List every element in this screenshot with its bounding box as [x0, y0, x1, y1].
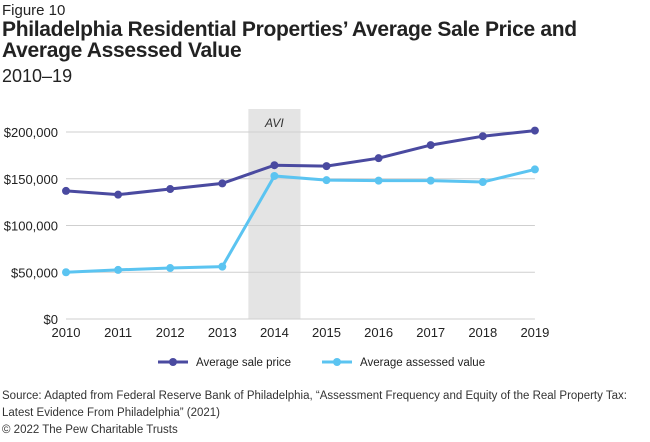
data-point — [530, 165, 539, 174]
data-point — [478, 178, 487, 187]
data-point — [218, 179, 227, 188]
data-point — [478, 132, 487, 141]
data-point — [62, 268, 70, 277]
legend-label: Average assessed value — [360, 357, 485, 369]
copyright: © 2022 The Pew Charitable Trusts — [2, 424, 178, 436]
avi-shade — [248, 109, 301, 319]
data-point — [218, 262, 227, 271]
data-point — [322, 162, 331, 171]
data-point — [114, 265, 123, 274]
x-tick-label: 2012 — [156, 325, 185, 340]
avi-label: AVI — [264, 116, 284, 130]
x-tick-label: 2019 — [520, 325, 549, 340]
x-tick-label: 2010 — [52, 325, 81, 340]
x-tick-label: 2018 — [468, 325, 497, 340]
x-tick-label: 2014 — [260, 325, 289, 340]
data-point — [374, 176, 383, 185]
data-point — [166, 185, 175, 194]
y-tick-label: $0 — [44, 312, 58, 327]
series-line — [65, 129, 536, 197]
data-point — [426, 141, 435, 150]
x-tick-label: 2016 — [364, 325, 393, 340]
x-tick-label: 2015 — [312, 325, 341, 340]
chart-title: Philadelphia Residential Properties’ Ave… — [2, 18, 577, 62]
data-point — [114, 190, 123, 199]
x-tick-label: 2017 — [416, 325, 445, 340]
legend-marker — [333, 358, 341, 366]
y-tick-label: $100,000 — [4, 219, 58, 234]
series-line — [65, 167, 536, 274]
data-point — [374, 154, 383, 163]
x-tick-label: 2011 — [104, 325, 132, 340]
x-tick-label: 2013 — [208, 325, 237, 340]
data-point — [62, 186, 70, 195]
legend-label: Average sale price — [196, 357, 291, 369]
data-point — [426, 176, 435, 185]
legend-marker — [169, 358, 177, 366]
y-tick-label: $200,000 — [4, 125, 58, 140]
data-point — [166, 264, 175, 273]
data-point — [322, 176, 331, 185]
data-point — [270, 161, 279, 170]
data-point — [530, 126, 539, 135]
figure-label: Figure 10 — [2, 2, 66, 19]
data-point — [270, 171, 279, 180]
y-tick-label: $50,000 — [11, 265, 58, 280]
chart-subtitle: 2010–19 — [2, 66, 73, 86]
y-tick-label: $150,000 — [4, 172, 58, 187]
source-note: Source: Adapted from Federal Reserve Ban… — [2, 390, 627, 419]
